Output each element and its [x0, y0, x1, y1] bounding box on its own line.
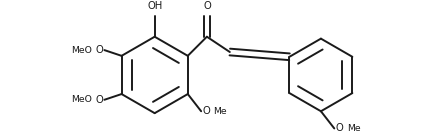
Text: OH: OH	[147, 1, 162, 11]
Text: MeO: MeO	[71, 46, 92, 55]
Text: Me: Me	[214, 107, 227, 116]
Text: O: O	[203, 1, 211, 11]
Text: MeO: MeO	[71, 95, 92, 104]
Text: O: O	[96, 45, 103, 55]
Text: O: O	[96, 95, 103, 105]
Text: O: O	[335, 124, 343, 133]
Text: Me: Me	[347, 124, 360, 133]
Text: O: O	[202, 106, 210, 116]
